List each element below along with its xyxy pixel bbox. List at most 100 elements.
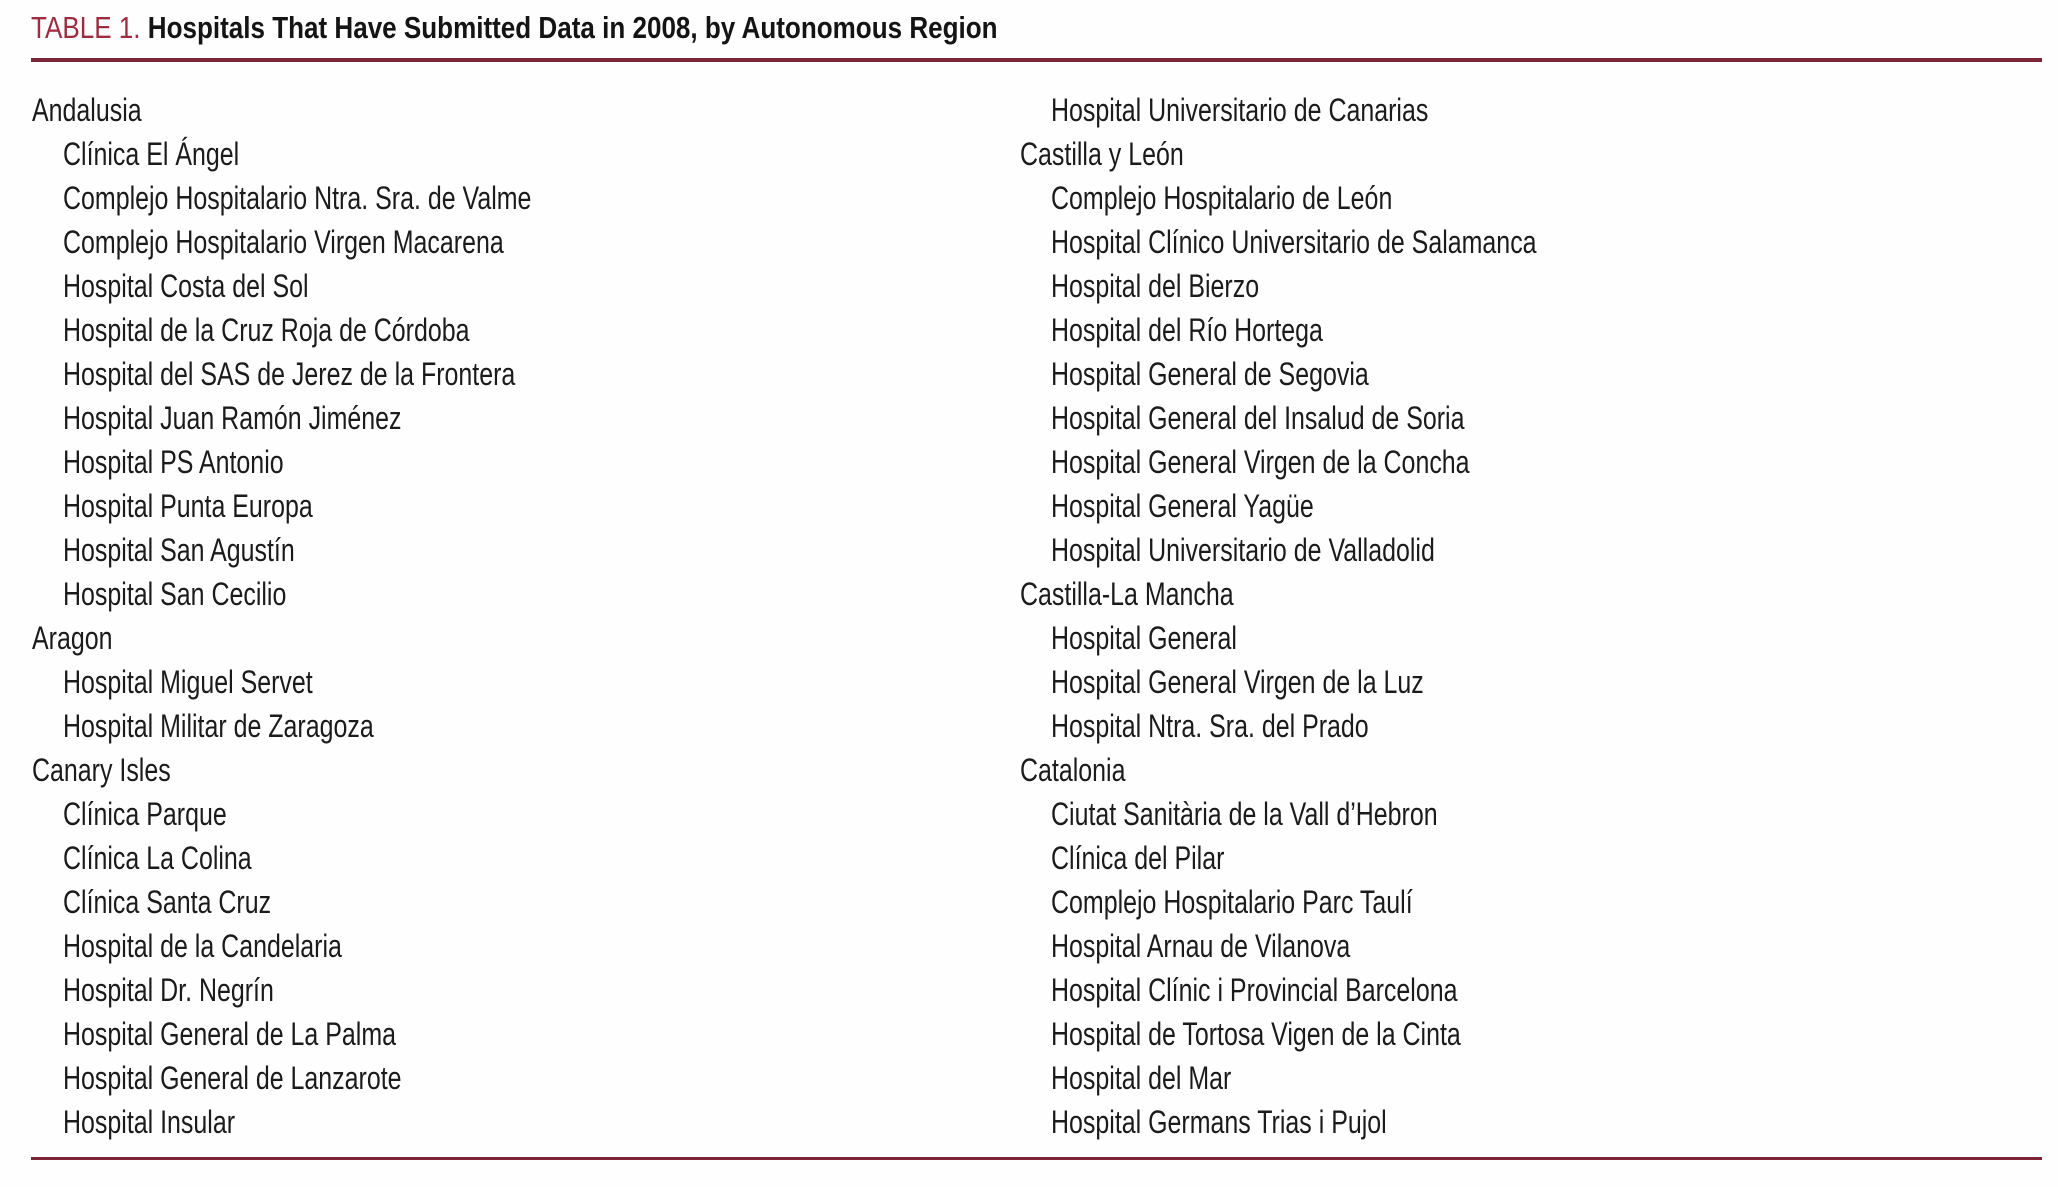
hospital-item: Complejo Hospitalario de León	[1020, 176, 1674, 220]
bottom-rule	[31, 1157, 2042, 1160]
hospital-name: Hospital Punta Europa	[63, 488, 313, 524]
hospital-name: Hospital Juan Ramón Jiménez	[63, 400, 402, 436]
region-name: Aragon	[32, 620, 113, 656]
region-name: Castilla y León	[1020, 136, 1184, 172]
hospital-item: Hospital General de La Palma	[32, 1012, 664, 1056]
hospital-name: Complejo Hospitalario Virgen Macarena	[63, 224, 504, 260]
hospital-name: Hospital San Agustín	[63, 532, 295, 568]
hospital-item: Hospital PS Antonio	[32, 440, 664, 484]
hospital-item: Hospital del SAS de Jerez de la Frontera	[32, 352, 664, 396]
hospital-list-column-left: Andalusia Clínica El Ángel Complejo Hospit…	[32, 88, 664, 1144]
hospital-item: Hospital del Bierzo	[1020, 264, 1674, 308]
hospital-name: Hospital General de Lanzarote	[63, 1060, 402, 1096]
hospital-item: Complejo Hospitalario Parc Taulí	[1020, 880, 1674, 924]
table-title: TABLE 1. Hospitals That Have Submitted D…	[31, 8, 1182, 48]
hospital-item: Hospital Militar de Zaragoza	[32, 704, 664, 748]
hospital-item: Hospital San Agustín	[32, 528, 664, 572]
hospital-item: Hospital del Río Hortega	[1020, 308, 1674, 352]
hospital-item: Hospital Universitario de Canarias	[1020, 88, 1674, 132]
hospital-item: Hospital de la Candelaria	[32, 924, 664, 968]
hospital-name: Hospital General Yagüe	[1051, 488, 1314, 524]
hospital-name: Hospital General Virgen de la Luz	[1051, 664, 1424, 700]
hospital-name: Hospital del Mar	[1051, 1060, 1232, 1096]
hospital-item: Hospital General Yagüe	[1020, 484, 1674, 528]
hospital-name: Hospital General del Insalud de Soria	[1051, 400, 1465, 436]
table-number-label: TABLE 1.	[31, 10, 141, 45]
hospital-item: Hospital General Virgen de la Luz	[1020, 660, 1674, 704]
hospital-item: Hospital Clínic i Provincial Barcelona	[1020, 968, 1674, 1012]
hospital-item: Clínica La Colina	[32, 836, 664, 880]
hospital-name: Complejo Hospitalario Ntra. Sra. de Valm…	[63, 180, 532, 216]
hospital-name: Clínica El Ángel	[63, 136, 240, 172]
hospital-name: Hospital San Cecilio	[63, 576, 287, 612]
region-header: Catalonia	[1020, 748, 1674, 792]
hospital-item: Hospital del Mar	[1020, 1056, 1674, 1100]
hospital-item: Complejo Hospitalario Ntra. Sra. de Valm…	[32, 176, 664, 220]
hospital-name: Hospital Militar de Zaragoza	[63, 708, 374, 744]
hospital-name: Hospital Arnau de Vilanova	[1051, 928, 1351, 964]
hospital-name: Hospital General de Segovia	[1051, 356, 1369, 392]
hospital-item: Hospital General de Segovia	[1020, 352, 1674, 396]
hospital-item: Hospital Juan Ramón Jiménez	[32, 396, 664, 440]
hospital-name: Hospital de la Cruz Roja de Córdoba	[63, 312, 470, 348]
hospital-name: Hospital Dr. Negrín	[63, 972, 274, 1008]
hospital-name: Hospital Clínico Universitario de Salama…	[1051, 224, 1537, 260]
region-name: Castilla-La Mancha	[1020, 576, 1234, 612]
region-header: Castilla y León	[1020, 132, 1674, 176]
hospital-name: Hospital General Virgen de la Concha	[1051, 444, 1470, 480]
hospital-item: Hospital Insular	[32, 1100, 664, 1144]
hospital-name: Hospital del Río Hortega	[1051, 312, 1323, 348]
hospital-name: Clínica La Colina	[63, 840, 252, 876]
top-rule	[31, 58, 2042, 62]
hospital-item: Hospital Germans Trias i Pujol	[1020, 1100, 1674, 1144]
hospital-name: Clínica del Pilar	[1051, 840, 1225, 876]
hospital-item: Clínica El Ángel	[32, 132, 664, 176]
hospital-name: Hospital Universitario de Valladolid	[1051, 532, 1435, 568]
region-name: Catalonia	[1020, 752, 1126, 788]
hospital-name: Hospital General de La Palma	[63, 1016, 396, 1052]
hospital-name: Hospital Costa del Sol	[63, 268, 309, 304]
hospital-name: Clínica Parque	[63, 796, 227, 832]
hospital-name: Hospital Clínic i Provincial Barcelona	[1051, 972, 1458, 1008]
hospital-name: Hospital General	[1051, 620, 1237, 656]
hospital-list-column-right: Hospital Universitario de Canarias Castil…	[1020, 88, 1674, 1144]
hospital-item: Hospital Costa del Sol	[32, 264, 664, 308]
hospital-item: Clínica Santa Cruz	[32, 880, 664, 924]
hospital-name: Hospital Insular	[63, 1104, 236, 1140]
hospital-item: Hospital Punta Europa	[32, 484, 664, 528]
hospital-item: Hospital Miguel Servet	[32, 660, 664, 704]
hospital-name: Hospital Universitario de Canarias	[1051, 92, 1429, 128]
hospital-item: Clínica Parque	[32, 792, 664, 836]
hospital-name: Complejo Hospitalario de León	[1051, 180, 1393, 216]
region-name: Canary Isles	[32, 752, 171, 788]
hospital-name: Hospital Ntra. Sra. del Prado	[1051, 708, 1369, 744]
hospital-item: Hospital de Tortosa Vigen de la Cinta	[1020, 1012, 1674, 1056]
hospital-item: Hospital Dr. Negrín	[32, 968, 664, 1012]
hospital-item: Hospital Arnau de Vilanova	[1020, 924, 1674, 968]
hospital-item: Hospital General del Insalud de Soria	[1020, 396, 1674, 440]
region-header: Andalusia	[32, 88, 664, 132]
hospital-name: Hospital PS Antonio	[63, 444, 284, 480]
hospital-item: Hospital de la Cruz Roja de Córdoba	[32, 308, 664, 352]
hospital-item: Ciutat Sanitària de la Vall d’Hebron	[1020, 792, 1674, 836]
hospital-item: Hospital Ntra. Sra. del Prado	[1020, 704, 1674, 748]
hospital-item: Clínica del Pilar	[1020, 836, 1674, 880]
hospital-item: Hospital General de Lanzarote	[32, 1056, 664, 1100]
hospital-item: Hospital Clínico Universitario de Salama…	[1020, 220, 1674, 264]
hospital-name: Hospital del Bierzo	[1051, 268, 1260, 304]
hospital-name: Ciutat Sanitària de la Vall d’Hebron	[1051, 796, 1438, 832]
region-header: Canary Isles	[32, 748, 664, 792]
hospital-name: Clínica Santa Cruz	[63, 884, 272, 920]
region-header: Castilla-La Mancha	[1020, 572, 1674, 616]
hospital-item: Complejo Hospitalario Virgen Macarena	[32, 220, 664, 264]
hospital-item: Hospital General	[1020, 616, 1674, 660]
hospital-name: Hospital Miguel Servet	[63, 664, 313, 700]
hospital-item: Hospital Universitario de Valladolid	[1020, 528, 1674, 572]
region-header: Aragon	[32, 616, 664, 660]
hospital-name: Hospital de la Candelaria	[63, 928, 342, 964]
hospital-item: Hospital San Cecilio	[32, 572, 664, 616]
region-name: Andalusia	[32, 92, 142, 128]
table-title-text: Hospitals That Have Submitted Data in 20…	[147, 10, 998, 45]
hospital-name: Complejo Hospitalario Parc Taulí	[1051, 884, 1413, 920]
